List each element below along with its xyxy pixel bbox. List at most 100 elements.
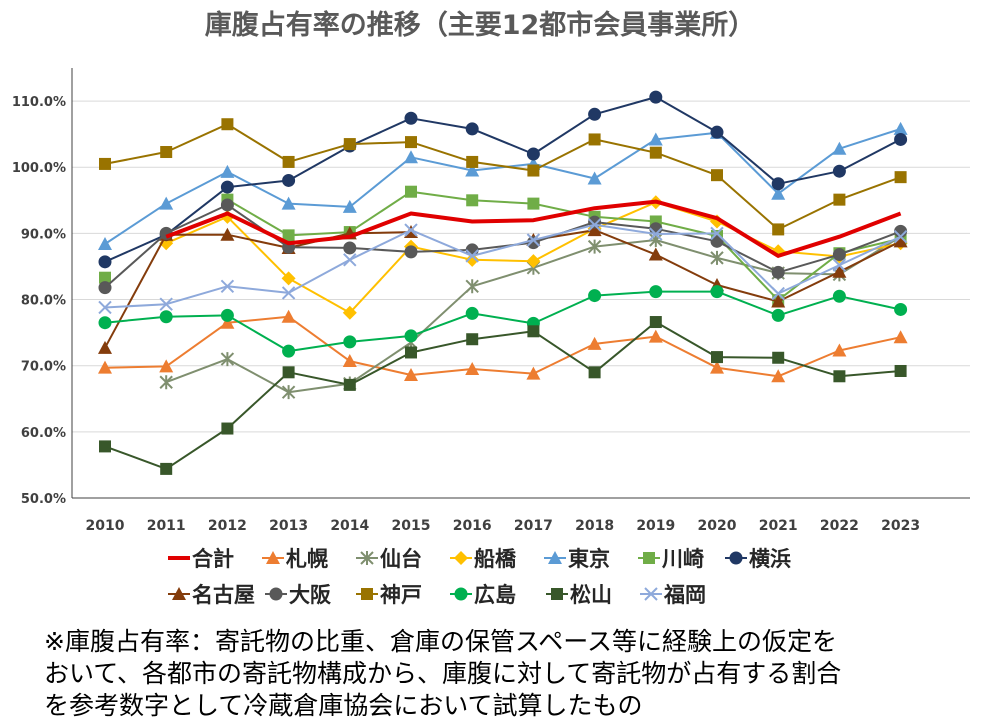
data-point bbox=[282, 366, 295, 379]
data-point bbox=[710, 226, 724, 241]
x-tick-label: 2023 bbox=[881, 518, 920, 534]
data-point bbox=[648, 329, 663, 343]
data-point bbox=[220, 227, 235, 241]
data-point bbox=[159, 375, 173, 390]
series-line bbox=[104, 203, 901, 289]
data-point bbox=[282, 155, 295, 168]
data-point bbox=[551, 588, 563, 600]
data-point bbox=[98, 300, 112, 315]
data-point bbox=[771, 369, 786, 383]
series-line bbox=[104, 123, 901, 231]
data-point bbox=[587, 223, 602, 237]
data-point bbox=[282, 229, 295, 242]
y-tick-label: 50.0% bbox=[21, 492, 66, 507]
data-point bbox=[711, 351, 723, 364]
data-point bbox=[343, 378, 356, 391]
data-point bbox=[405, 136, 417, 149]
data-point bbox=[648, 247, 663, 261]
data-point bbox=[710, 360, 724, 374]
data-point bbox=[894, 364, 907, 377]
data-point bbox=[771, 286, 785, 301]
series-1 bbox=[98, 309, 908, 383]
series-12 bbox=[98, 218, 908, 315]
data-point bbox=[343, 335, 357, 349]
legend-label: 名古屋 bbox=[192, 583, 255, 607]
data-point bbox=[527, 325, 540, 338]
y-tick-label: 90.0% bbox=[21, 227, 66, 242]
series-0 bbox=[165, 199, 902, 258]
data-point bbox=[588, 366, 601, 379]
data-point bbox=[99, 157, 111, 170]
data-point bbox=[465, 306, 479, 320]
data-point bbox=[644, 587, 658, 601]
data-point bbox=[454, 551, 468, 565]
data-point bbox=[588, 133, 601, 146]
data-point bbox=[771, 308, 785, 322]
data-point bbox=[893, 330, 908, 344]
data-point bbox=[404, 329, 418, 343]
x-tick-label: 2019 bbox=[636, 518, 675, 534]
legend-label: 福岡 bbox=[663, 583, 706, 607]
data-point bbox=[526, 366, 541, 380]
legend-item: 東京 bbox=[544, 547, 610, 571]
x-tick-label: 2012 bbox=[208, 518, 247, 534]
legend-item: 大阪 bbox=[265, 583, 332, 607]
data-point bbox=[98, 281, 112, 295]
legend-label: 神戸 bbox=[380, 583, 422, 607]
data-point bbox=[405, 346, 417, 359]
x-tick-label: 2016 bbox=[453, 518, 492, 534]
footnote-line: ※庫腹占有率：寄託物の比重、倉庫の保管スペース等に経験上の仮定を bbox=[44, 627, 837, 656]
series-line bbox=[165, 199, 902, 258]
chart-title: 庫腹占有率の推移（主要12都市会員事業所） bbox=[205, 9, 756, 41]
series-11 bbox=[99, 316, 907, 475]
series-3 bbox=[159, 195, 908, 320]
data-point bbox=[99, 271, 111, 284]
data-point bbox=[98, 255, 112, 269]
data-point bbox=[220, 308, 234, 322]
legend-label: 横浜 bbox=[749, 547, 791, 571]
legend-item: 川崎 bbox=[638, 547, 704, 571]
legend-item: 松山 bbox=[546, 583, 612, 607]
footnote: ※庫腹占有率：寄託物の比重、倉庫の保管スペース等に経験上の仮定を おいて、各都市… bbox=[44, 626, 974, 722]
data-point bbox=[172, 587, 186, 600]
series-10 bbox=[98, 285, 908, 358]
data-point bbox=[466, 333, 479, 346]
series-group bbox=[98, 90, 908, 475]
data-point bbox=[832, 248, 846, 262]
legend-item: 神戸 bbox=[356, 583, 422, 607]
legend-item: 広島 bbox=[450, 583, 516, 607]
data-point bbox=[832, 258, 847, 272]
grid: 50.0% 60.0% 70.0% 80.0% 90.0% 100.0% 110.0% bbox=[12, 95, 970, 507]
legend-item: 仙台 bbox=[356, 547, 422, 571]
x-tick-label: 2021 bbox=[759, 518, 798, 534]
data-point bbox=[98, 340, 112, 354]
data-point bbox=[281, 196, 296, 210]
legend-label: 合計 bbox=[192, 547, 234, 571]
data-point bbox=[465, 362, 480, 375]
legend-label: 東京 bbox=[568, 547, 610, 571]
data-point bbox=[894, 171, 907, 184]
data-point bbox=[281, 286, 296, 300]
data-point bbox=[159, 297, 173, 311]
series-line bbox=[104, 223, 902, 309]
data-point bbox=[893, 121, 908, 135]
data-point bbox=[832, 343, 847, 357]
data-point bbox=[281, 271, 296, 286]
data-point bbox=[282, 344, 296, 358]
legend-item: 合計 bbox=[168, 547, 234, 571]
y-tick-label: 110.0% bbox=[12, 95, 66, 110]
legend-item: 船橋 bbox=[450, 547, 517, 571]
data-point bbox=[159, 310, 173, 324]
data-point bbox=[360, 551, 374, 565]
data-point bbox=[404, 111, 418, 125]
y-tick-label: 80.0% bbox=[21, 294, 66, 309]
x-tick-label: 2014 bbox=[330, 518, 369, 534]
data-point bbox=[220, 164, 235, 178]
data-point bbox=[588, 289, 602, 303]
data-point bbox=[771, 294, 786, 308]
legend-label: 川崎 bbox=[661, 547, 704, 571]
data-point bbox=[649, 227, 663, 241]
data-point bbox=[266, 551, 280, 564]
legend-item: 札幌 bbox=[262, 547, 328, 571]
